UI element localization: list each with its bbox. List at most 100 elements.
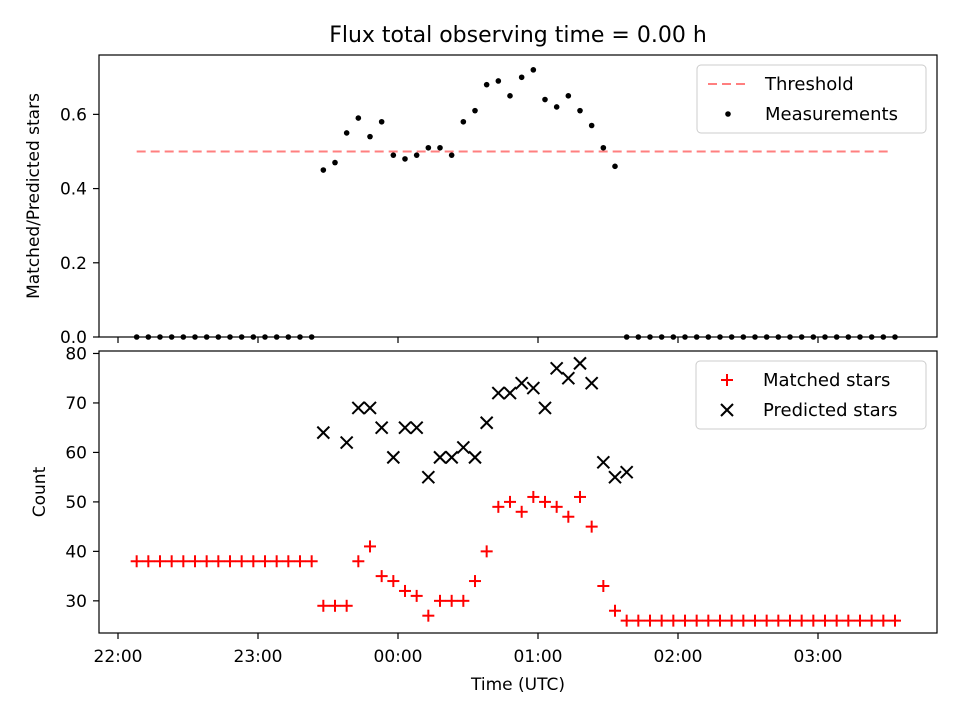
matched-stars-point (352, 555, 365, 568)
matched-stars-point (830, 614, 843, 627)
bottom-panel: 30 40 50 60 70 80 22:00 23:00 00:00 01:00 02:00 03… (30, 344, 938, 695)
matched-stars-point (224, 555, 236, 568)
top-legend: Threshold Measurements (696, 64, 927, 134)
matched-stars-point (609, 604, 621, 617)
measurement-point (343, 130, 350, 136)
matched-stars-point (189, 555, 201, 568)
predicted-stars-point (584, 376, 599, 390)
matched-stars-point (212, 555, 225, 568)
legend-matched-label: Matched stars (763, 370, 890, 391)
matched-stars-point (842, 614, 855, 627)
matched-stars-point (154, 555, 166, 568)
measurement-point (577, 107, 583, 114)
legend-predicted-label: Predicted stars (763, 400, 897, 421)
predicted-stars-point (351, 401, 366, 415)
matched-stars-point (504, 495, 516, 508)
matched-stars-point (795, 614, 808, 627)
matched-stars-point (247, 555, 260, 568)
measurement-point (472, 107, 478, 114)
predicted-stars-point (573, 356, 587, 371)
x-tick-label: 22:00 (94, 647, 143, 667)
predicted-stars-point (386, 450, 401, 465)
matched-stars-point (690, 614, 703, 627)
chart-title: Flux total observing time = 0.00 h (329, 23, 707, 48)
matched-stars-point (807, 614, 820, 627)
matched-stars-point (585, 520, 598, 533)
matched-stars-point (655, 614, 668, 627)
measurement-point (483, 81, 490, 88)
predicted-stars-point (316, 425, 331, 440)
top-y-tick-label: 0.0 (60, 328, 87, 348)
matched-stars-point (422, 609, 435, 622)
matched-stars-point (725, 614, 738, 627)
predicted-stars-point (549, 361, 564, 376)
matched-stars-point (772, 614, 785, 627)
matched-stars-point (515, 505, 528, 518)
measurement-point (565, 93, 572, 99)
matched-stars-point (445, 594, 458, 607)
top-y-axis-ticks: 0.0 0.2 0.4 0.6 (60, 105, 99, 348)
matched-stars-point (854, 614, 866, 627)
matched-stars-point (340, 599, 353, 612)
measurement-point (355, 115, 362, 121)
predicted-stars-point (503, 386, 517, 400)
predicted-stars-point (479, 416, 494, 430)
predicted-stars-point (514, 376, 529, 390)
measurement-point (507, 93, 513, 99)
predicted-stars-point (608, 470, 622, 484)
matched-stars-point (235, 555, 248, 568)
measurement-point (320, 167, 327, 173)
legend-threshold-label: Threshold (764, 74, 854, 95)
predicted-stars-point (538, 401, 552, 415)
top-plot-frame (98, 54, 938, 338)
matched-stars-point (200, 555, 213, 568)
matched-stars-point (165, 555, 178, 568)
measurement-point (518, 74, 525, 81)
top-y-tick-label: 0.6 (60, 105, 87, 125)
measurement-point (553, 104, 560, 110)
matched-stars-point (667, 614, 680, 627)
measurement-point (448, 152, 455, 158)
predicted-stars-point (491, 386, 506, 400)
measurement-point (402, 156, 408, 162)
matched-stars-point (737, 614, 750, 627)
matched-stars-point (375, 570, 388, 583)
matched-stars-point (177, 555, 190, 568)
bottom-x-axis-ticks: 22:00 23:00 00:00 01:00 02:00 03:00 (94, 633, 843, 667)
x-tick-label: 01:00 (514, 647, 563, 667)
matched-stars-point (329, 599, 341, 612)
top-legend-frame (696, 64, 927, 134)
matched-stars-point (492, 500, 505, 513)
matched-stars-point (702, 614, 715, 627)
matched-stars-point (574, 490, 586, 503)
bottom-y-tick-label: 30 (65, 592, 87, 612)
matched-stars-point (877, 614, 890, 627)
x-tick-label: 23:00 (234, 647, 283, 667)
matched-stars-point (387, 575, 400, 588)
legend-matched-swatch (721, 374, 733, 386)
matched-stars-point (410, 589, 423, 602)
top-y-tick-label: 0.4 (60, 180, 87, 200)
x-tick-label: 02:00 (654, 647, 703, 667)
bottom-y-tick-label: 40 (65, 542, 87, 562)
predicted-stars-point (596, 455, 611, 470)
bottom-y-axis-label: Count (30, 466, 50, 517)
predicted-stars-point (363, 401, 377, 415)
matched-stars-point (562, 510, 575, 523)
measurement-point (588, 122, 595, 129)
measurement-point (332, 159, 338, 166)
top-y-axis-label: Matched/Predicted stars (24, 93, 44, 299)
matched-stars-point (550, 500, 563, 513)
matched-stars-point (539, 495, 551, 508)
matched-stars-point (644, 614, 656, 627)
matched-stars-point (317, 599, 330, 612)
measurement-point (495, 78, 502, 84)
matched-stars-point (282, 555, 295, 568)
predicted-stars-point (526, 381, 541, 395)
matched-stars-point (620, 614, 633, 627)
predicted-stars-point (398, 420, 412, 435)
matched-stars-point (142, 555, 155, 568)
top-y-tick-label: 0.2 (60, 254, 87, 274)
matched-stars-point (259, 555, 271, 568)
x-axis-label: Time (UTC) (470, 675, 565, 695)
